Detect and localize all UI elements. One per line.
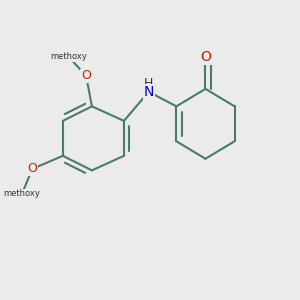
Text: H: H <box>144 76 153 90</box>
Text: methoxy: methoxy <box>4 189 41 198</box>
Text: O: O <box>27 162 37 176</box>
Text: O: O <box>200 50 211 64</box>
Text: N: N <box>143 85 154 99</box>
Text: O: O <box>81 69 91 82</box>
Text: methoxy: methoxy <box>50 52 87 62</box>
